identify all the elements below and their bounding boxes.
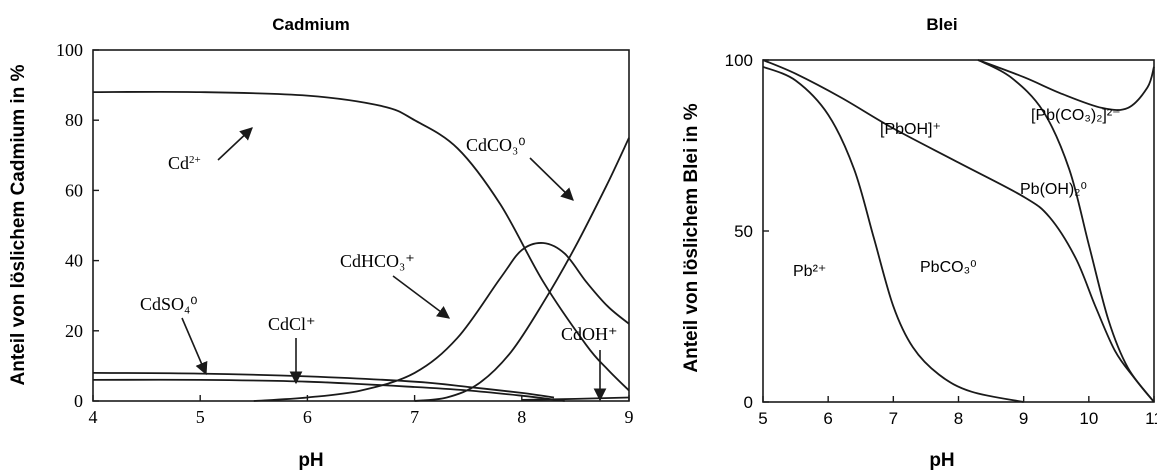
blei-y-axis-label: Anteil von löslichem Blei in % [681, 103, 702, 372]
cadmium-arrow-cd2plus [217, 127, 253, 161]
cadmium-label-cdoh: CdOH⁺ [561, 324, 618, 344]
cadmium-arrow-cdco3 [529, 157, 574, 201]
cadmium-arrow-cdso4 [181, 317, 208, 376]
cadmium-curves [92, 90, 630, 402]
blei-series-pb-co3-2-2 [977, 59, 1155, 111]
blei-x-axis-label: pH [929, 450, 954, 470]
blei-y-tick-label: 100 [725, 51, 753, 70]
cadmium-x-tick-label: 4 [89, 407, 98, 427]
cadmium-x-tick-label: 9 [625, 407, 634, 427]
cadmium-series-cdcl [92, 378, 565, 402]
blei-y-tick-label: 50 [734, 222, 753, 241]
blei-series-pboh [762, 59, 1155, 403]
cadmium-label-cdhco3: CdHCO₃⁺ [340, 251, 415, 271]
cadmium-label-cdso4: CdSO₄⁰ [140, 294, 198, 314]
cadmium-x-tick-label: 8 [517, 407, 526, 427]
cadmium-y-tick-label: 20 [65, 321, 83, 341]
blei-label-pboh2: Pb(OH)₂⁰ [1020, 181, 1087, 198]
cadmium-y-tick-label: 60 [65, 180, 83, 200]
cadmium-y-axis-label: Anteil von löslichem Cadmium in % [8, 64, 29, 385]
blei-label-pbco32: [Pb(CO₃)₂]²⁻ [1031, 107, 1121, 124]
blei-y-tick-label: 0 [744, 393, 753, 412]
cadmium-arrow-cdhco3 [392, 275, 451, 319]
blei-x-tick-label: 6 [823, 409, 832, 428]
cadmium-plot-frame [92, 49, 630, 402]
blei-x-tick-label: 5 [758, 409, 767, 428]
blei-x-tick-label: 7 [889, 409, 898, 428]
cadmium-annotation-arrows [181, 127, 607, 402]
blei-label-pbco3: PbCO₃⁰ [920, 259, 977, 276]
cadmium-x-tick-label: 5 [196, 407, 205, 427]
blei-chart: Blei pH Anteil von löslichem Blei in % 5… [681, 15, 1157, 470]
blei-label-pb2plus: Pb²⁺ [793, 263, 826, 280]
blei-x-tick-label: 8 [954, 409, 963, 428]
blei-x-tick-label: 11 [1145, 409, 1157, 428]
blei-curves [762, 59, 1155, 403]
blei-series-pb2 [762, 65, 1024, 403]
cadmium-x-tick-label: 6 [303, 407, 312, 427]
blei-x-tick-label: 10 [1079, 409, 1098, 428]
cadmium-y-tick-label: 0 [74, 391, 83, 411]
cadmium-y-tick-label: 80 [65, 110, 83, 130]
cadmium-series-cdoh [521, 396, 630, 401]
blei-series-pbco3-0 [977, 59, 1155, 403]
cadmium-y-tick-label: 100 [56, 40, 83, 60]
cadmium-chart-title: Cadmium [272, 15, 349, 34]
cadmium-x-axis-label: pH [298, 450, 323, 470]
cadmium-y-tick-label: 40 [65, 251, 83, 271]
blei-x-tick-label: 9 [1019, 409, 1028, 428]
blei-ticks: 5 6 7 8 9 10 11 0 50 100 [725, 51, 1157, 428]
cadmium-series-cd2 [92, 90, 630, 392]
blei-label-pboh: [PbOH]⁺ [880, 121, 941, 138]
cadmium-chart: Cadmium pH Anteil von löslichem Cadmium … [8, 15, 634, 470]
blei-chart-title: Blei [926, 15, 957, 34]
cadmium-series-cdhco3 [253, 242, 630, 402]
cadmium-series-cdco3-0 [414, 137, 630, 402]
cadmium-label-cd2plus: Cd2+ [168, 153, 201, 173]
cadmium-label-cdcl: CdCl⁺ [268, 314, 316, 334]
cadmium-label-cdco3: CdCO₃⁰ [466, 135, 526, 155]
cadmium-x-tick-label: 7 [410, 407, 419, 427]
cadmium-ticks: 4 5 6 7 8 9 0 20 40 60 80 100 [56, 40, 634, 427]
cadmium-series-cdso4-0 [92, 372, 555, 399]
